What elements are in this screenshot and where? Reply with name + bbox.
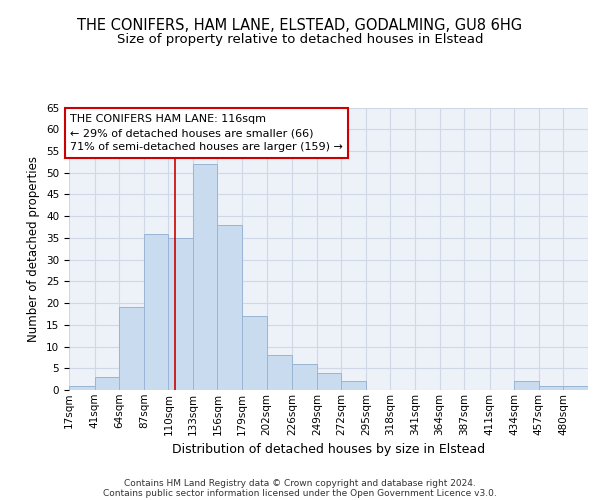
Bar [266, 355, 292, 390]
Bar [144, 234, 169, 390]
Bar [317, 372, 341, 390]
Bar [563, 386, 588, 390]
Bar [119, 308, 144, 390]
Bar [69, 386, 95, 390]
Text: Contains HM Land Registry data © Crown copyright and database right 2024.: Contains HM Land Registry data © Crown c… [124, 478, 476, 488]
X-axis label: Distribution of detached houses by size in Elstead: Distribution of detached houses by size … [172, 443, 485, 456]
Bar [539, 386, 563, 390]
Bar [514, 382, 539, 390]
Y-axis label: Number of detached properties: Number of detached properties [28, 156, 40, 342]
Bar [95, 377, 119, 390]
Bar [193, 164, 217, 390]
Text: THE CONIFERS HAM LANE: 116sqm
← 29% of detached houses are smaller (66)
71% of s: THE CONIFERS HAM LANE: 116sqm ← 29% of d… [70, 114, 343, 152]
Text: Contains public sector information licensed under the Open Government Licence v3: Contains public sector information licen… [103, 488, 497, 498]
Text: THE CONIFERS, HAM LANE, ELSTEAD, GODALMING, GU8 6HG: THE CONIFERS, HAM LANE, ELSTEAD, GODALMI… [77, 18, 523, 32]
Bar [242, 316, 266, 390]
Bar [169, 238, 193, 390]
Bar [217, 225, 242, 390]
Bar [292, 364, 317, 390]
Text: Size of property relative to detached houses in Elstead: Size of property relative to detached ho… [117, 32, 483, 46]
Bar [341, 382, 366, 390]
